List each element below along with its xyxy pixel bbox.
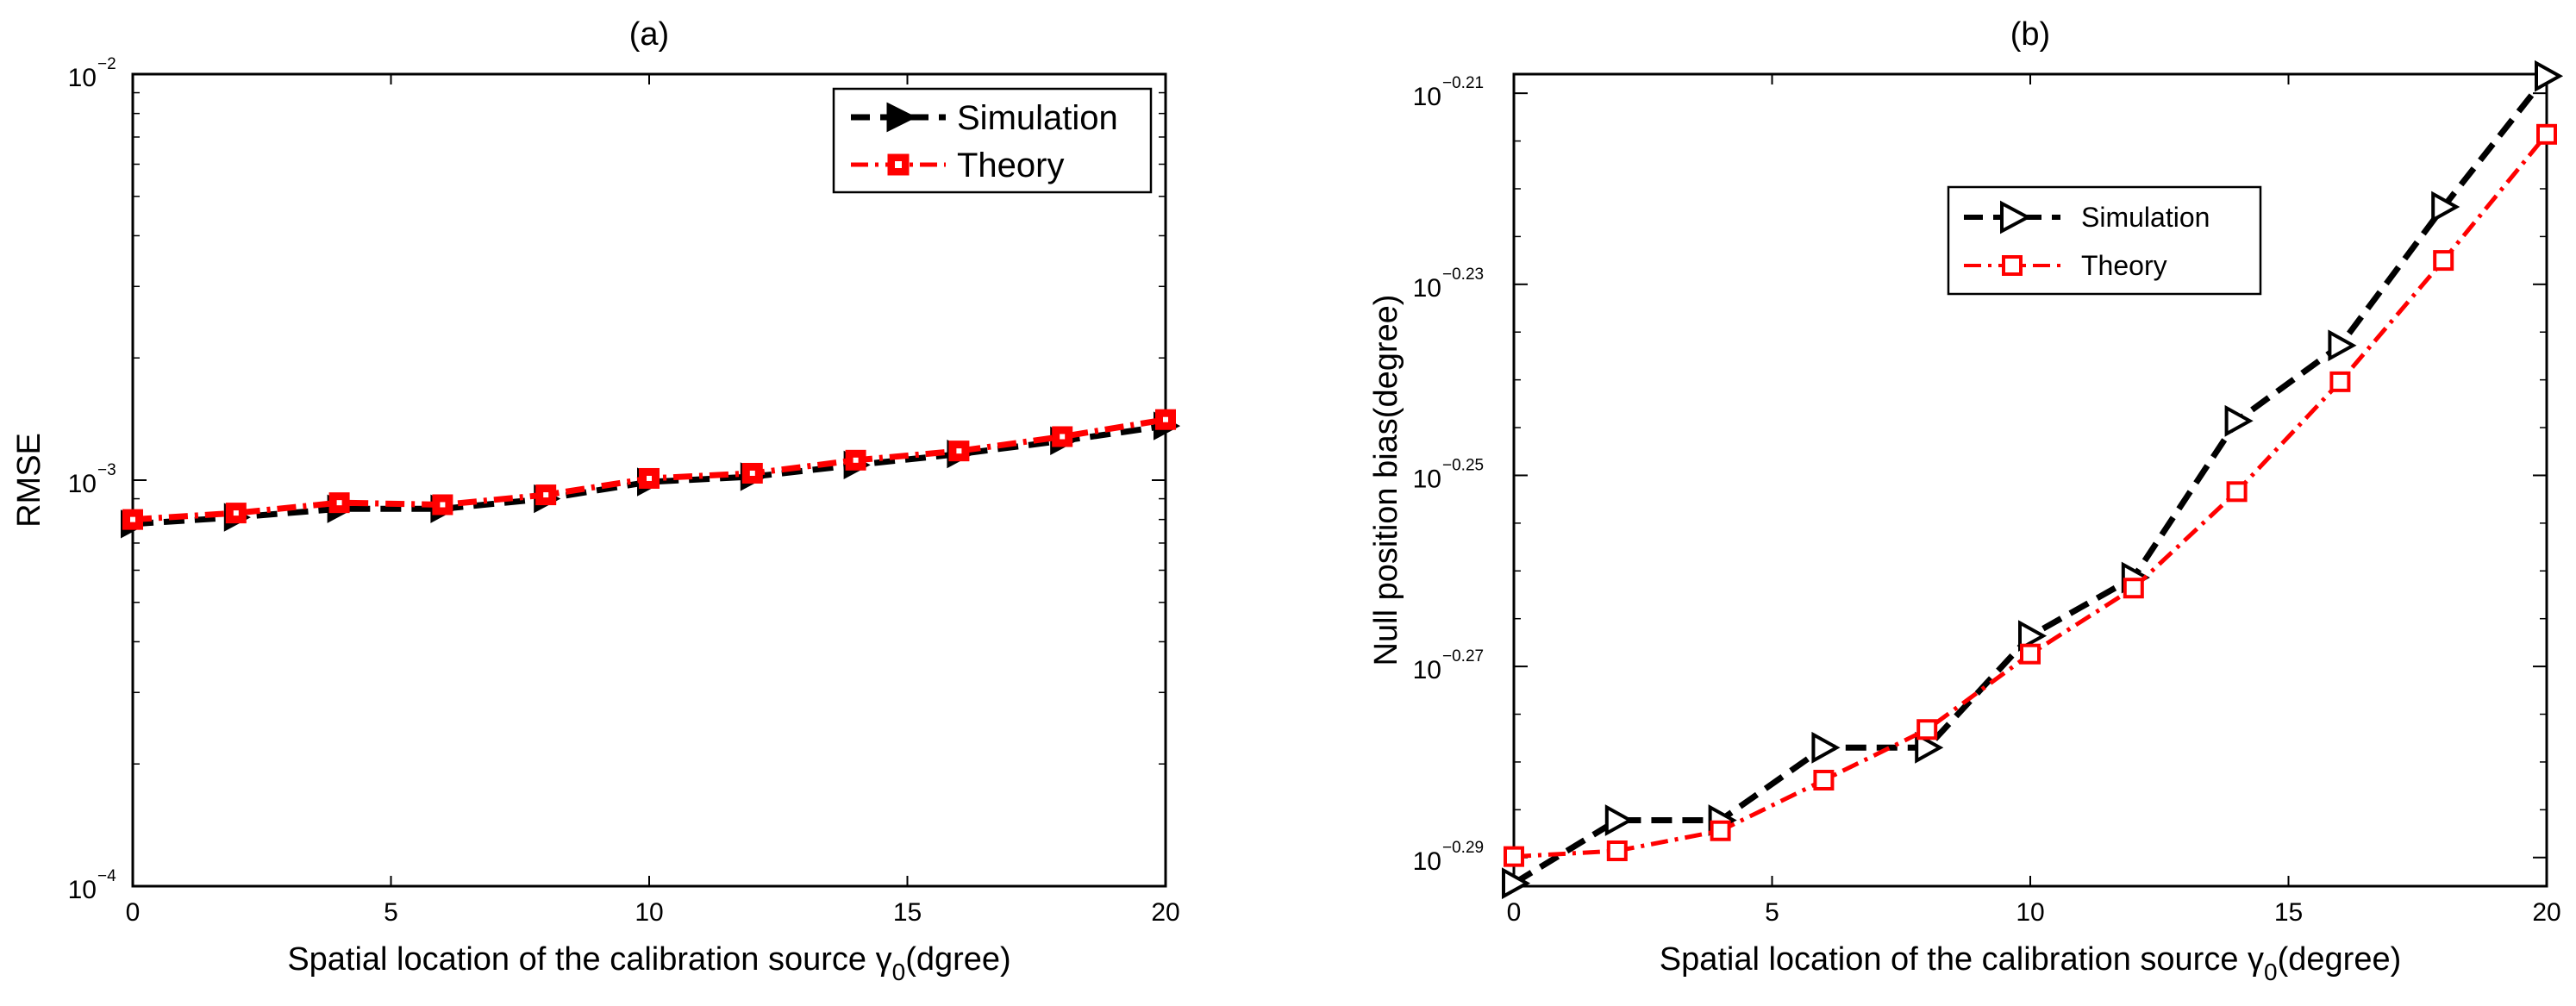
panel-a-theory-marker-center (956, 448, 962, 454)
panel-b-xtick-label: 0 (1507, 898, 1522, 927)
panel-a-legend-simulation-marker (886, 102, 917, 133)
panel-b-simulation-marker (1811, 731, 1841, 764)
panel-b-simulation-marker (2431, 191, 2460, 223)
panel-b-series-theory (1504, 123, 2557, 867)
panel-b-ytick-label: 10 (1413, 847, 1441, 876)
panel-b-simulation-marker (1502, 867, 1531, 900)
panel-b-xlabel-suffix: (degree) (2278, 941, 2402, 978)
panel-b-theory-marker (1813, 769, 1835, 790)
panel-a-ylabel: RMSE (11, 433, 47, 528)
panel-a-theory-marker-center (543, 492, 549, 498)
panel-b-simulation-marker (2018, 620, 2048, 653)
panel-a-legend: Simulation Theory (832, 87, 1153, 194)
panel-a-ytick-label: 10 (68, 876, 97, 904)
panel-b-simulation-marker (2328, 329, 2357, 362)
panel-a-legend-simulation-label: Simulation (957, 99, 1118, 137)
panel-b-simulation-marker (2224, 404, 2254, 437)
panel-b-ylabel: Null position bias(degree) (1368, 295, 1404, 666)
panel-b-ytick-label: 10 (1413, 83, 1441, 111)
panel-a-simulation-line (132, 422, 1166, 528)
panel-b-theory-marker (2226, 481, 2248, 503)
panel-b-ytick-exponent: −0.27 (1442, 647, 1484, 665)
panel-b-simulation-marker (2535, 59, 2564, 92)
panel-b-simulation-marker (1604, 804, 1634, 836)
panel-a-xtick-label: 0 (126, 898, 141, 927)
panel-b-xtick-label: 20 (2532, 898, 2560, 927)
panel-a-ytick-label: 10 (68, 470, 97, 498)
panel-b-theory-marker (1504, 846, 1524, 867)
panel-a-xlabel-subscript: 0 (892, 959, 906, 985)
panel-a-theory-marker-center (130, 516, 135, 522)
panel-b-theory-marker (2020, 643, 2041, 665)
panel-b-theory-marker (2329, 371, 2351, 392)
panel-a-theory-marker-center (647, 475, 652, 481)
panel-a-series-theory (122, 409, 1176, 530)
panel-a-ytick-exponent: −4 (97, 867, 116, 885)
panel-b-simulation-marker (1915, 731, 1944, 764)
panel-b-legend-simulation-marker (2000, 200, 2032, 234)
panel-b-xlabel-subscript: 0 (2264, 959, 2278, 985)
panel-b-xtick-label: 5 (1765, 898, 1779, 927)
panel-a-ytick-label: 10 (68, 64, 97, 92)
panel-b-ytick-exponent: −0.21 (1442, 74, 1484, 92)
panel-b-legend-simulation-label: Simulation (2081, 202, 2210, 233)
panel-a-legend-theory-label: Theory (957, 147, 1065, 184)
panel-b-ytick-label: 10 (1413, 465, 1441, 493)
panel-b-ytick-label: 10 (1413, 656, 1441, 684)
panel-a-ytick-exponent: −2 (97, 55, 116, 73)
panel-a-title: (a) (629, 16, 669, 53)
panel-b-theory-marker (2536, 123, 2557, 145)
panel-a-theory-marker-center (853, 457, 859, 463)
panel-b-legend: Simulation Theory (1947, 185, 2262, 296)
panel-b-ytick-exponent: −0.25 (1442, 456, 1484, 474)
panel-b-xlabel-main: Spatial location of the calibration sour… (1660, 941, 2264, 978)
panel-b-xlabel: Spatial location of the calibration sour… (1660, 941, 2402, 985)
panel-b-theory-marker (1606, 840, 1628, 861)
panel-a-xtick-label: 5 (384, 898, 398, 927)
panel-b-theory-marker (1916, 719, 1938, 740)
panel-a-theory-marker-center (749, 470, 755, 476)
panel-a-theory-marker-center (440, 502, 446, 508)
panel-b-theory-marker (2433, 250, 2454, 272)
panel-a-xtick-label: 20 (1151, 898, 1179, 927)
panel-a-theory-marker-center (336, 500, 342, 506)
panel-b-theory-marker (2123, 578, 2144, 599)
panel-a-theory-marker-center (1060, 434, 1066, 440)
panel-a-theory-marker-center (233, 510, 239, 516)
panel-b-legend-theory-label: Theory (2081, 250, 2167, 281)
panel-b-title: (b) (2010, 16, 2050, 53)
panel-b-ytick-exponent: −0.29 (1442, 839, 1484, 857)
panel-b-series-simulation (1502, 59, 2564, 900)
panel-a-xtick-label: 15 (893, 898, 922, 927)
panel-b-theory-marker (1710, 820, 1731, 841)
panel-b-legend-theory-marker (2002, 255, 2023, 276)
panel-a-xlabel: Spatial location of the calibration sour… (287, 941, 1010, 985)
panel-b-xtick-label: 10 (2016, 898, 2044, 927)
panel-b-ytick-exponent: −0.23 (1442, 266, 1484, 284)
panel-b-ytick-label: 10 (1413, 274, 1441, 303)
panel-a-xlabel-suffix: (dgree) (905, 941, 1011, 978)
panel-a-legend-box (832, 87, 1153, 194)
panel-a-xlabel-main: Spatial location of the calibration sour… (287, 941, 891, 978)
panel-a-ytick-exponent: −3 (97, 461, 116, 479)
panel-b-xtick-label: 15 (2274, 898, 2303, 927)
panel-a-theory-marker-center (1163, 416, 1168, 422)
panel-a-xtick-label: 10 (635, 898, 663, 927)
